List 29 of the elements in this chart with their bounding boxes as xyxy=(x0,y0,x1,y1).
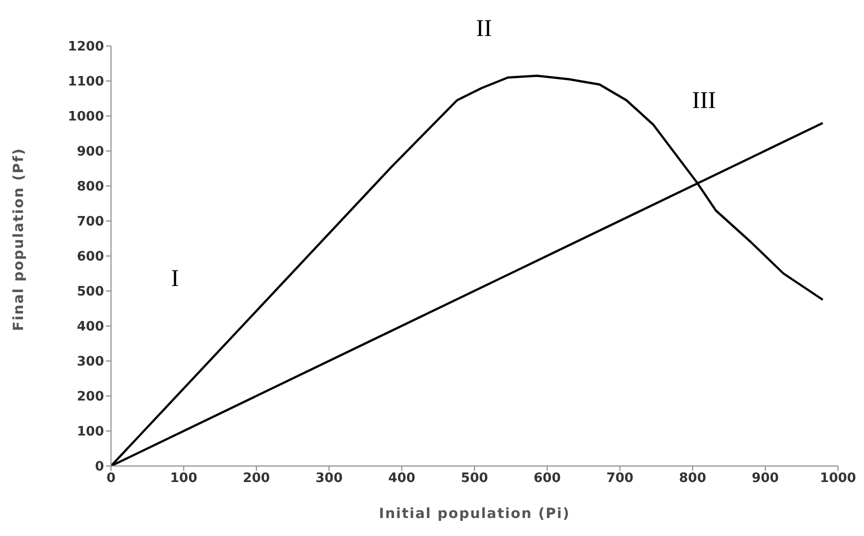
y-tick-label: 500 xyxy=(76,284,104,300)
x-tick-label: 500 xyxy=(460,471,488,486)
x-tick-label: 300 xyxy=(316,471,343,486)
y-tick-label: 900 xyxy=(76,144,104,160)
y-tick-label: 200 xyxy=(76,390,104,405)
x-tick-label: 600 xyxy=(534,471,561,486)
text: II xyxy=(476,16,492,43)
x-tick-label: 400 xyxy=(388,471,416,486)
x-axis-title: Initial population (Pi) xyxy=(378,506,570,522)
y-tick-label: 700 xyxy=(76,214,104,230)
y-tick-label: 1100 xyxy=(68,74,104,90)
y-tick-label: 1200 xyxy=(68,40,104,55)
y-tick-label: 0 xyxy=(94,460,104,475)
y-tick-label: 400 xyxy=(76,320,104,335)
y-tick-label: 300 xyxy=(76,354,104,370)
x-tick-label: 900 xyxy=(752,471,779,486)
annotation: III xyxy=(692,88,716,115)
y-axis-title: Final population (Pf) xyxy=(10,148,27,331)
x-tick-label: 800 xyxy=(679,471,706,486)
y-tick-label: 600 xyxy=(76,250,104,265)
x-tick-label: 0 xyxy=(106,471,116,486)
x-tick-label: 700 xyxy=(606,471,634,486)
x-tick-label: 1000 xyxy=(820,471,856,486)
x-tick-label: 200 xyxy=(242,471,270,486)
y-tick-label: 800 xyxy=(76,180,104,195)
y-tick-label: 100 xyxy=(76,424,104,440)
y-tick-label: 1000 xyxy=(68,110,104,125)
x-tick-label: 100 xyxy=(170,471,198,486)
annotation: I xyxy=(171,266,179,293)
